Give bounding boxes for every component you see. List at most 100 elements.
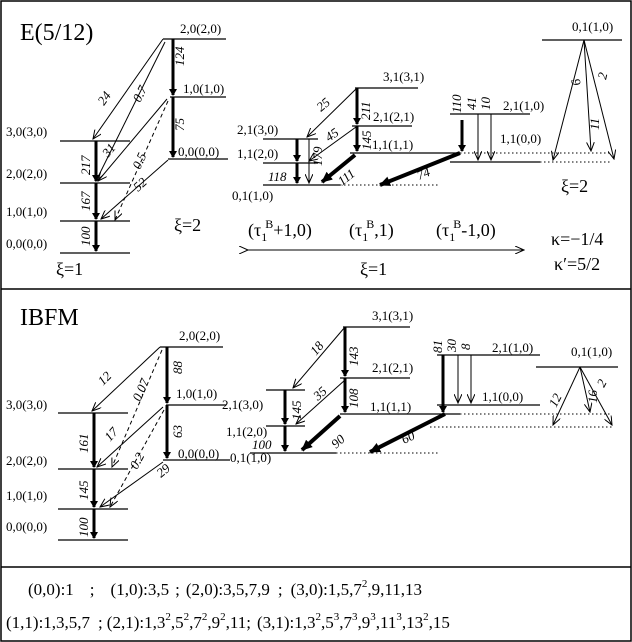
xi-label: ξ=2 [174,215,201,235]
transition-label: 0.5 [129,150,150,171]
level-label: 2,1(3,0) [222,397,263,412]
transition-label: 60 [399,427,418,446]
transition-label: 110 [449,94,464,113]
level-label: 1,0(1,0) [6,488,47,503]
transition-label: 145 [76,480,91,500]
transition-label: 88 [170,361,185,375]
transition-label: 45 [322,124,342,144]
level-label: 2,1(1,0) [492,340,533,355]
panel-title: IBFM [20,305,79,331]
level-label: 2,1(2,1) [372,360,413,375]
transition-arrow [101,159,169,219]
transition-arrow [583,39,614,159]
level-label: 1,1(0,0) [500,131,541,146]
transition-label: 145 [289,400,304,420]
level-label: 3,1(3,1) [372,308,413,323]
level-label: 1,1(1,1) [370,399,411,414]
transition-label: 2 [593,376,610,389]
panel-ibfm: IBFM 2,0(2,0) 1,0(1,0) 0,0(0,0) 3,0(3,0)… [6,305,618,541]
transition-label: 30 [444,339,459,354]
transition-label: 63 [170,425,185,439]
transition-arrow [98,98,168,181]
panel-e512: E(5/12) 2,0(2,0) 1,0(1,0) 0,0(0,0) 3,0(3… [6,19,622,279]
transition-arrow [93,38,164,139]
level-label: 0,1(1,0) [571,344,612,359]
transition-arrow [100,461,164,507]
transition-arrow [110,409,165,507]
transition-arrow [579,366,590,412]
level-label: 1,1(1,1) [372,137,413,152]
band-label-tau-minus: (τ1B-1,0) [436,217,496,244]
transition-label: 179 [310,146,325,166]
level-label: 2,1(3,0) [237,122,278,137]
transition-label: 74 [415,164,433,183]
kappa-label: κ=−1/4 [551,229,603,249]
transition-label: 145 [359,130,374,150]
transition-label: 90 [328,431,348,451]
transition-arrow [369,412,446,454]
transition-label: 100 [252,437,272,452]
transition-arrow [553,366,581,425]
xi-label: ξ=1 [360,259,387,279]
transition-label: 35 [309,383,330,404]
transition-label: 0.2 [126,450,147,472]
transition-arrow [583,39,591,151]
transition-label: 108 [346,388,361,408]
transition-label: 9 [568,77,584,88]
transition-label: 41 [464,97,479,110]
transition-label: 100 [76,517,91,537]
transition-label: 25 [313,94,333,114]
transition-label: 0.7 [129,83,150,105]
level-label: 3,1(3,1) [383,69,424,84]
level-label: 0,0(0,0) [178,446,219,461]
transition-label: 81 [430,340,445,353]
transition-label: 18 [307,338,327,358]
footer-multiplicities: (0,0):1; (1,0):3,5; (2,0):3,5,7,9; (3,0):1,… [6,578,450,632]
level-label: 3,0(3,0) [6,124,47,139]
transition-label: 118 [268,169,287,184]
level-label: 3,0(3,0) [6,397,47,412]
level-label: 2,1(2,1) [373,109,414,124]
footer-line-2: (1,1):1,3,5,7; (2,1):1,32,52,72,92,11; (3,… [6,611,450,632]
transition-label: 75 [172,118,187,132]
band-label-tau-plus: (τ1B+1,0) [248,217,312,244]
transition-arrow [320,153,357,184]
footer-line-1: (0,0):1; (1,0):3,5; (2,0):3,5,7,9; (3,0):1,… [28,578,422,599]
level-label: 1,0(1,0) [183,81,224,96]
transition-arrow [307,87,358,137]
level-label: 2,1(1,0) [503,98,544,113]
transition-label: 100 [78,226,93,246]
transition-arrow [97,406,164,467]
transition-label: 8 [458,343,473,350]
level-label: 0,1(1,0) [572,19,613,34]
panel-title: E(5/12) [20,20,93,46]
transition-arrow [579,366,612,425]
transition-label: 211 [358,101,373,120]
level-label: 2,0(2,0) [6,453,47,468]
band-label-tau-one: (τ1B,1) [349,217,394,244]
level-label: 0,1(1,0) [232,188,273,203]
transition-label: 0.07 [129,376,152,403]
level-label: 0,1(1,0) [230,450,271,465]
transition-label: 124 [172,46,187,66]
transition-label: 167 [78,191,93,211]
transition-arrow [92,346,161,411]
transition-arrow [296,379,346,424]
transition-label: 12 [95,368,115,388]
level-label: 1,0(1,0) [6,204,47,219]
transition-arrow [553,39,585,160]
level-label: 0,0(0,0) [6,236,47,251]
transition-label: 10 [478,97,493,111]
transition-arrow [379,151,461,187]
transition-arrow [309,126,357,161]
transition-label: 2 [594,70,610,80]
level-label: 1,1(0,0) [482,389,523,404]
transition-arrow [300,414,342,452]
transition-arrow [115,100,169,220]
level-label: 2,0(2,0) [6,166,47,181]
transition-arrow [112,349,163,467]
transition-arrow [96,41,166,181]
transition-label: 24 [94,88,114,108]
